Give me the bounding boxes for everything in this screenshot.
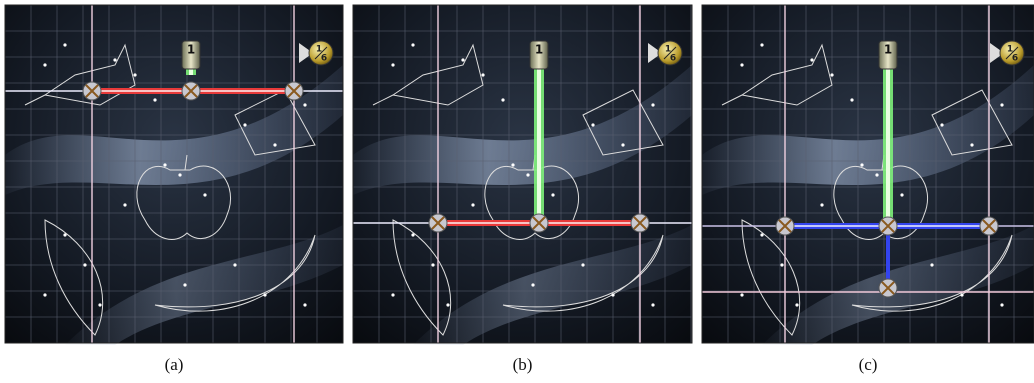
star [43, 293, 46, 296]
star [263, 293, 266, 296]
star [113, 58, 116, 61]
star [303, 303, 306, 306]
counter-denominator: 6 [321, 54, 327, 64]
star [860, 163, 863, 166]
star [183, 283, 186, 286]
star [243, 123, 246, 126]
star [1000, 103, 1003, 106]
star [760, 43, 763, 46]
star [233, 263, 236, 266]
beam-core [886, 67, 890, 221]
star [591, 123, 594, 126]
star [780, 263, 783, 266]
star [481, 73, 484, 76]
star [203, 193, 206, 196]
star [830, 73, 833, 76]
star [611, 293, 614, 296]
star [446, 303, 449, 306]
star [133, 73, 136, 76]
star [123, 203, 126, 206]
star [651, 103, 654, 106]
star [970, 143, 973, 146]
star [461, 58, 464, 61]
counter-denominator: 6 [1012, 54, 1018, 64]
star [760, 233, 763, 236]
star [63, 43, 66, 46]
star [501, 98, 504, 101]
star [810, 58, 813, 61]
star [83, 263, 86, 266]
star [153, 98, 156, 101]
panel-caption: (a) [165, 355, 184, 374]
star [940, 123, 943, 126]
star [795, 303, 798, 306]
star [740, 63, 743, 66]
star [431, 263, 434, 266]
star [63, 233, 66, 236]
star [621, 143, 624, 146]
star [740, 293, 743, 296]
star [930, 263, 933, 266]
star [1000, 303, 1003, 306]
star [960, 293, 963, 296]
star [531, 283, 534, 286]
star [526, 173, 529, 176]
counter-denominator: 6 [670, 54, 676, 64]
star [471, 203, 474, 206]
star [98, 303, 101, 306]
star [900, 193, 903, 196]
star [850, 98, 853, 101]
emitter-label: 1 [535, 43, 543, 57]
star [178, 173, 181, 176]
star [551, 193, 554, 196]
panel-caption: (b) [513, 355, 533, 374]
figure: 116(a)116(b)116(c) [0, 0, 1034, 383]
panel-caption: (c) [859, 355, 878, 374]
star [163, 163, 166, 166]
beam-core [537, 67, 541, 217]
star [875, 173, 878, 176]
star [273, 143, 276, 146]
emitter-label: 1 [187, 43, 195, 57]
emitter-label: 1 [884, 43, 892, 57]
figure-canvas: 116(a)116(b)116(c) [0, 0, 1034, 383]
star [303, 103, 306, 106]
star [391, 293, 394, 296]
star [43, 63, 46, 66]
star [411, 43, 414, 46]
star [820, 203, 823, 206]
star [511, 163, 514, 166]
star [651, 303, 654, 306]
star [391, 63, 394, 66]
star [581, 263, 584, 266]
star [411, 233, 414, 236]
